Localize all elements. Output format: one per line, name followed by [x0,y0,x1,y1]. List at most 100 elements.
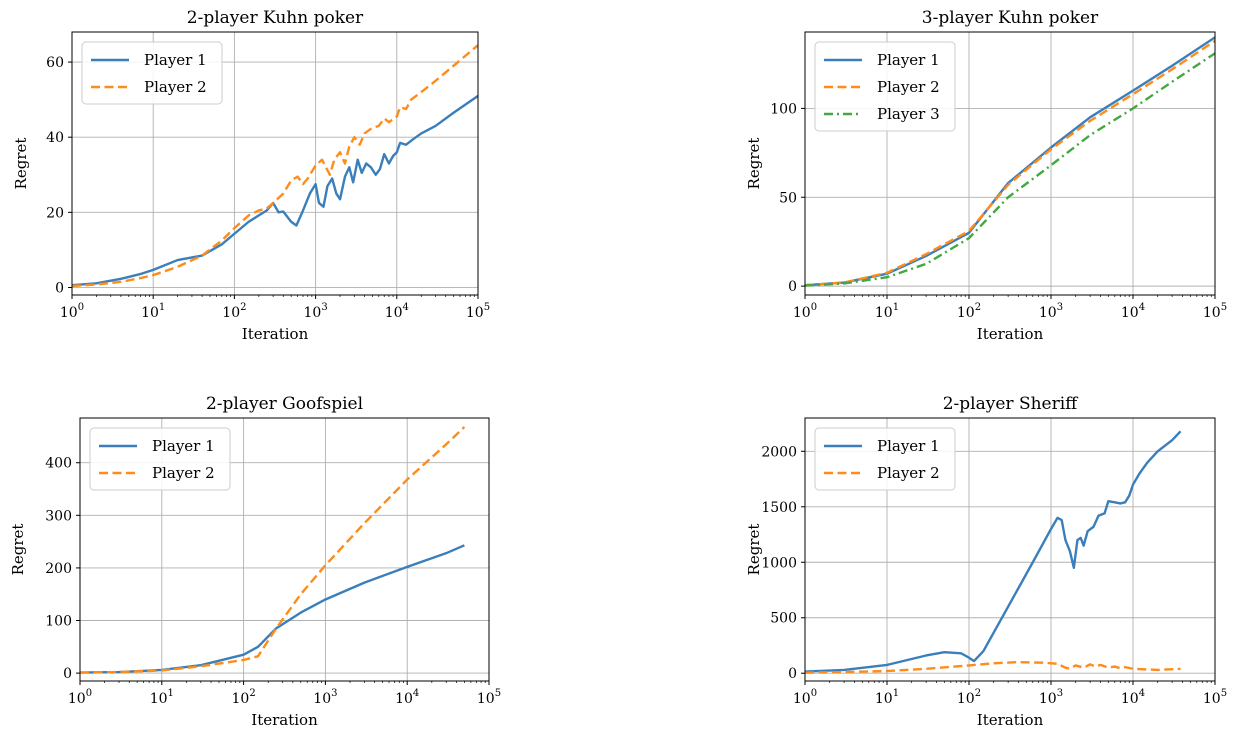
legend-label-player-3: Player 3 [877,105,940,123]
x-tick-label: 102 [231,688,255,707]
chart-panel-4: 100 101 102 103 104 10505001000150020002-play… [745,394,1227,729]
x-tick-exponent: 1 [168,688,174,699]
chart-title: 2-player Kuhn poker [187,8,364,28]
series-line-player-1 [805,430,1182,673]
y-axis-label: Regret [745,138,763,190]
y-tick-label: 0 [63,666,72,682]
x-tick-exponent: 2 [249,688,255,699]
legend: Player 1 Player 2 [81,41,223,105]
x-tick-exponent: 5 [1221,302,1227,313]
axes-frame [71,31,479,296]
series-line-player-1 [72,94,478,287]
x-axis-label: Iteration [977,325,1044,343]
x-tick-exponent: 2 [240,302,246,313]
x-tick-exponent: 3 [1057,688,1063,699]
y-tick-label: 500 [770,611,797,627]
x-tick-exponent: 3 [331,688,337,699]
x-tick-label: 103 [1039,302,1063,321]
x-tick-exponent: 0 [78,302,84,313]
x-tick-exponent: 5 [1221,688,1227,699]
x-tick-label: 101 [141,302,165,321]
legend-label-player-1: Player 1 [152,437,215,455]
series-line-player-2 [805,39,1215,287]
y-tick-label: 50 [779,190,797,206]
x-tick-label: 100 [793,302,817,321]
x-axis-label: Iteration [977,711,1044,729]
y-tick-label: 0 [55,280,64,296]
x-tick-label: 105 [477,688,501,707]
axes-frame [804,31,1216,296]
x-tick-label: 105 [1203,302,1227,321]
x-tick-label: 100 [793,688,817,707]
series-line-player-3 [805,52,1215,287]
y-tick-label: 0 [788,279,797,295]
legend-label-player-1: Player 1 [877,51,940,69]
x-tick-label: 102 [957,302,981,321]
axes-frame [804,417,1216,682]
x-tick-exponent: 4 [413,688,419,699]
x-tick-label: 102 [957,688,981,707]
y-tick-label: 20 [46,205,64,221]
x-tick-label: 104 [1121,302,1145,321]
y-tick-label: 0 [788,666,797,682]
x-tick-exponent: 3 [321,302,327,313]
legend-label-player-1: Player 1 [144,51,207,69]
x-tick-exponent: 4 [1139,302,1145,313]
x-tick-exponent: 2 [975,688,981,699]
x-tick-label: 104 [395,688,419,707]
y-tick-label: 100 [45,614,72,630]
legend: Player 1 Player 2 Player 3 [814,41,956,132]
series-line-player-2 [72,44,478,288]
x-tick-exponent: 1 [159,302,165,313]
y-tick-label: 1000 [761,555,797,571]
x-tick-label: 101 [150,688,174,707]
x-axis-label: Iteration [251,711,318,729]
legend-label-player-2: Player 2 [144,78,207,96]
y-tick-label: 100 [770,101,797,117]
y-tick-label: 300 [45,508,72,524]
legend-box [814,41,956,132]
x-tick-label: 103 [303,302,327,321]
legend: Player 1 Player 2 [814,427,956,491]
x-tick-exponent: 1 [893,688,899,699]
chart-title: 3-player Kuhn poker [922,8,1099,28]
x-axis-label: Iteration [242,325,309,343]
series-line-player-2 [805,660,1181,674]
x-tick-label: 101 [875,302,899,321]
legend-box [81,41,223,105]
x-tick-exponent: 1 [893,302,899,313]
x-tick-exponent: 0 [811,688,817,699]
y-axis-label: Regret [9,524,27,576]
x-tick-label: 103 [313,688,337,707]
series-line-player-2 [80,426,466,674]
y-axis-label: Regret [745,524,763,576]
x-tick-exponent: 0 [811,302,817,313]
x-tick-exponent: 3 [1057,302,1063,313]
x-tick-exponent: 4 [1139,688,1145,699]
x-tick-exponent: 4 [403,302,409,313]
series-line-player-1 [80,544,465,674]
chart-title: 2-player Sheriff [943,394,1079,414]
x-tick-exponent: 5 [495,688,501,699]
chart-title: 2-player Goofspiel [206,394,363,414]
y-tick-label: 400 [45,456,72,472]
x-tick-exponent: 2 [975,302,981,313]
y-tick-label: 2000 [761,444,797,460]
x-tick-label: 100 [68,688,92,707]
y-tick-label: 40 [46,130,64,146]
x-tick-label: 103 [1039,688,1063,707]
x-tick-label: 100 [60,302,84,321]
y-axis-label: Regret [12,138,30,190]
x-tick-label: 105 [466,302,490,321]
chart-panel-3: 100 101 102 103 104 10501002003004002-player … [9,394,501,729]
y-tick-label: 1500 [761,500,797,516]
legend-label-player-2: Player 2 [152,464,215,482]
x-tick-label: 101 [875,688,899,707]
y-tick-label: 60 [46,55,64,71]
axes-frame [79,417,490,682]
x-tick-exponent: 0 [86,688,92,699]
legend-label-player-1: Player 1 [877,437,940,455]
